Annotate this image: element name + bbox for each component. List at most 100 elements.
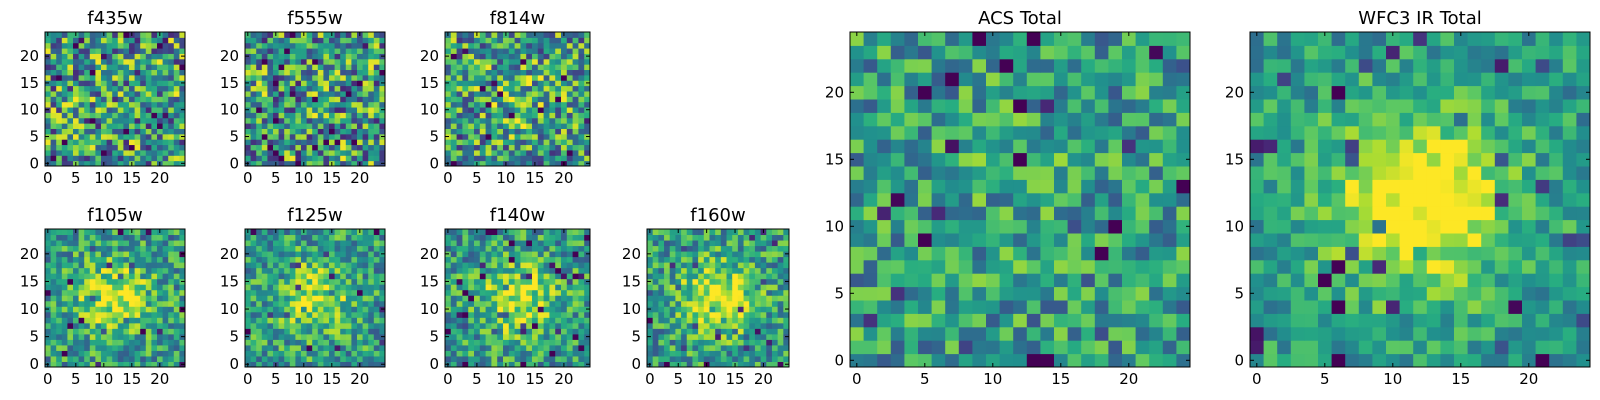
heatmap-cell <box>532 311 539 318</box>
heatmap-cell <box>289 80 296 87</box>
heatmap-cell <box>732 328 739 335</box>
heatmap-cell <box>334 48 341 54</box>
heatmap-cell <box>278 155 285 162</box>
heatmap-cell <box>456 37 463 44</box>
heatmap-cell <box>351 284 358 291</box>
heatmap-cell <box>1135 326 1150 341</box>
heatmap-cell <box>362 48 369 54</box>
heatmap-cell <box>664 322 671 329</box>
heatmap-cell <box>61 339 68 346</box>
heatmap-cell <box>652 267 659 274</box>
heatmap-cell <box>526 251 533 258</box>
heatmap-cell <box>179 322 186 329</box>
heatmap-cell <box>101 42 108 49</box>
heatmap-cell <box>462 333 469 340</box>
heatmap-cell <box>78 278 85 285</box>
heatmap-cell <box>373 107 380 113</box>
heatmap-cell <box>578 251 585 258</box>
heatmap-cell <box>312 262 319 269</box>
y-tick-label: 20 <box>420 245 439 263</box>
heatmap-cell <box>709 240 716 247</box>
heatmap-cell <box>379 155 386 162</box>
heatmap-cell <box>479 144 487 151</box>
heatmap-cell <box>462 245 469 252</box>
heatmap-cell <box>479 355 487 362</box>
heatmap-cell <box>543 306 550 313</box>
heatmap-cell <box>78 339 85 346</box>
heatmap-cell <box>726 262 733 269</box>
heatmap-cell <box>245 339 252 346</box>
heatmap-cell <box>578 300 585 307</box>
heatmap-cell <box>485 101 492 108</box>
heatmap-cell <box>117 322 124 329</box>
x-tick-label: 0 <box>43 169 53 187</box>
heatmap-cell <box>162 107 169 113</box>
heatmap-cell <box>737 267 745 274</box>
heatmap-cell <box>537 64 545 71</box>
heatmap-cell <box>754 256 762 263</box>
heatmap-cell <box>703 256 710 263</box>
heatmap-cell <box>543 80 550 87</box>
heatmap-cell <box>450 245 458 252</box>
heatmap-cell <box>491 262 498 269</box>
heatmap-cell <box>129 333 136 340</box>
heatmap-cell <box>162 278 169 285</box>
heatmap-cell <box>50 48 57 54</box>
heatmap-cell <box>686 333 693 340</box>
heatmap-cell <box>1067 353 1082 368</box>
heatmap-cell <box>373 344 380 351</box>
heatmap-cell <box>151 37 158 44</box>
heatmap-cell <box>566 101 574 108</box>
heatmap-cell <box>485 262 492 269</box>
heatmap-cell <box>737 344 745 351</box>
heatmap-cell <box>334 123 341 129</box>
x-tick-label: 10 <box>94 370 113 388</box>
heatmap-cell <box>526 58 533 65</box>
heatmap-cell <box>256 42 263 49</box>
heatmap-cell <box>140 107 147 113</box>
heatmap-cell <box>652 311 659 318</box>
heatmap-cell <box>78 267 85 274</box>
heatmap-cell <box>555 48 562 54</box>
heatmap-cell <box>312 155 319 162</box>
heatmap-cell <box>737 245 745 252</box>
heatmap-cell <box>1108 313 1123 328</box>
heatmap-cell <box>368 278 375 285</box>
heatmap-cell <box>129 311 136 318</box>
heatmap-cell <box>157 112 164 119</box>
heatmap-cell <box>698 344 705 351</box>
heatmap-cell <box>112 37 119 44</box>
heatmap-cell <box>123 101 130 108</box>
heatmap-cell <box>78 295 85 302</box>
heatmap-cell <box>157 74 164 81</box>
heatmap-cell <box>134 90 141 97</box>
heatmap-cell <box>771 289 779 296</box>
heatmap-cell <box>754 240 762 247</box>
heatmap-cell <box>351 144 358 151</box>
heatmap-cell <box>145 256 152 263</box>
heatmap-cells <box>245 32 386 167</box>
heatmap-cell <box>373 53 380 60</box>
heatmap-cell <box>134 149 141 156</box>
heatmap-cell <box>162 128 169 135</box>
heatmap-cell <box>89 64 96 71</box>
heatmap-cell <box>450 262 458 269</box>
heatmap-cell <box>584 155 591 162</box>
heatmap-cell <box>1149 259 1164 274</box>
heatmap-cell <box>267 306 274 313</box>
heatmap-cell <box>497 278 504 285</box>
heatmap-cell <box>256 300 263 307</box>
heatmap-cell <box>1081 206 1096 221</box>
heatmap-cell <box>456 267 463 274</box>
heatmap-cell <box>89 344 96 351</box>
heatmap-cell <box>117 96 124 103</box>
heatmap-cell <box>334 139 341 146</box>
heatmap-cell <box>123 155 130 162</box>
heatmap-cell <box>1054 326 1069 341</box>
heatmap-cell <box>95 267 102 274</box>
x-tick-label: 10 <box>294 169 313 187</box>
heatmap-cell <box>306 155 313 162</box>
heatmap-cell <box>664 245 671 252</box>
heatmap-cell <box>245 90 252 97</box>
heatmap-cell <box>312 289 319 296</box>
